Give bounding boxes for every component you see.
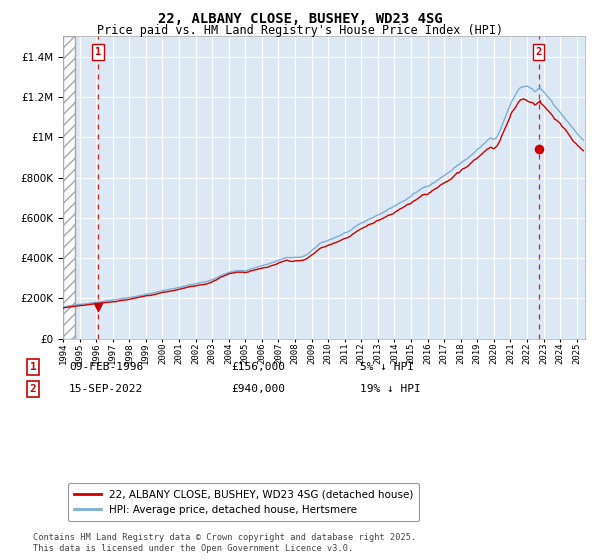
- Legend: 22, ALBANY CLOSE, BUSHEY, WD23 4SG (detached house), HPI: Average price, detache: 22, ALBANY CLOSE, BUSHEY, WD23 4SG (deta…: [68, 483, 419, 521]
- Point: [93, 303, 103, 312]
- Text: 5% ↓ HPI: 5% ↓ HPI: [360, 362, 414, 372]
- Text: 22, ALBANY CLOSE, BUSHEY, WD23 4SG: 22, ALBANY CLOSE, BUSHEY, WD23 4SG: [158, 12, 442, 26]
- Text: Price paid vs. HM Land Registry's House Price Index (HPI): Price paid vs. HM Land Registry's House …: [97, 24, 503, 37]
- Text: 1: 1: [95, 47, 101, 57]
- Text: 15-SEP-2022: 15-SEP-2022: [69, 384, 143, 394]
- Bar: [63, 36, 76, 339]
- Text: 1: 1: [29, 362, 37, 372]
- Text: £940,000: £940,000: [231, 384, 285, 394]
- Text: 2: 2: [29, 384, 37, 394]
- Text: 19% ↓ HPI: 19% ↓ HPI: [360, 384, 421, 394]
- Text: £156,000: £156,000: [231, 362, 285, 372]
- Point: [534, 145, 544, 154]
- Text: Contains HM Land Registry data © Crown copyright and database right 2025.
This d: Contains HM Land Registry data © Crown c…: [33, 533, 416, 553]
- Text: 2: 2: [536, 47, 542, 57]
- Text: 09-FEB-1996: 09-FEB-1996: [69, 362, 143, 372]
